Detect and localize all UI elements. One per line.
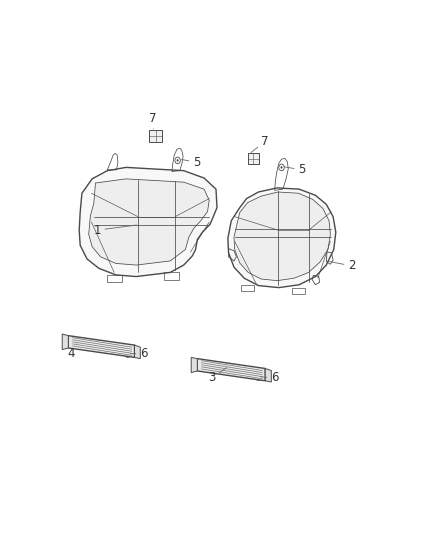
Polygon shape — [265, 368, 271, 382]
Polygon shape — [191, 358, 197, 373]
Circle shape — [127, 352, 129, 356]
Text: 6: 6 — [130, 347, 148, 360]
Text: 7: 7 — [251, 135, 269, 152]
Polygon shape — [134, 345, 140, 359]
Text: 6: 6 — [261, 372, 279, 384]
Text: 4: 4 — [67, 344, 77, 360]
Circle shape — [177, 159, 179, 161]
Polygon shape — [228, 188, 336, 288]
Text: 2: 2 — [328, 260, 356, 272]
Polygon shape — [79, 167, 217, 277]
Polygon shape — [197, 359, 265, 381]
Circle shape — [280, 166, 283, 168]
Circle shape — [257, 375, 260, 378]
Polygon shape — [68, 336, 134, 358]
Text: 1: 1 — [93, 224, 137, 237]
Text: 3: 3 — [208, 368, 227, 384]
Polygon shape — [247, 154, 259, 164]
Text: 5: 5 — [284, 163, 306, 176]
Text: 7: 7 — [149, 111, 157, 129]
Polygon shape — [62, 334, 68, 350]
Polygon shape — [88, 179, 209, 265]
Polygon shape — [149, 131, 162, 142]
Text: 5: 5 — [182, 156, 200, 169]
Polygon shape — [234, 192, 330, 281]
